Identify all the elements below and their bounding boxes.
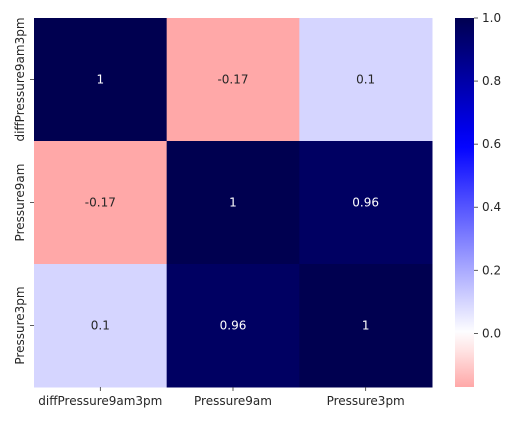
- cell-value-label: 1: [362, 319, 370, 333]
- cell-value-label: -0.17: [217, 73, 248, 87]
- cell-value-label: 1: [97, 73, 105, 87]
- cell-value-label: 0.1: [91, 319, 110, 333]
- colorbar-tick-label: 0.4: [482, 200, 501, 214]
- x-tick-label: Pressure3pm: [327, 394, 405, 408]
- colorbar: 0.0 0.2 0.4 0.6 0.8 1.0: [455, 11, 501, 387]
- colorbar-tick-label: 1.0: [482, 11, 501, 25]
- colorbar-tick-label: 0.2: [482, 263, 501, 277]
- colorbar-tick-label: 0.6: [482, 137, 501, 151]
- y-tick-label: diffPressure9am3pm: [13, 17, 27, 141]
- colorbar-tick-label: 0.0: [482, 326, 501, 340]
- x-tick-label: Pressure9am: [194, 394, 272, 408]
- heatmap-cell: [166, 264, 300, 388]
- heatmap-cell: [299, 141, 433, 265]
- colorbar-gradient: [455, 18, 474, 387]
- y-tick-label: Pressure9am: [13, 164, 27, 242]
- heatmap-cell: [34, 141, 168, 265]
- heatmap-cell: [34, 264, 168, 388]
- cell-value-label: 1: [229, 196, 237, 210]
- y-tick-label: Pressure3pm: [13, 286, 27, 364]
- cell-value-label: 0.96: [352, 196, 379, 210]
- heatmap-cell: [299, 264, 433, 388]
- x-tick-label: diffPressure9am3pm: [38, 394, 162, 408]
- cell-annotations: 1 -0.17 0.1 -0.17 1 0.96 0.1 0.96 1: [85, 73, 379, 333]
- colorbar-tick-label: 0.8: [482, 74, 501, 88]
- cell-value-label: 0.1: [356, 73, 375, 87]
- y-axis: diffPressure9am3pm Pressure9am Pressure3pm: [13, 17, 34, 365]
- cell-value-label: 0.96: [220, 319, 247, 333]
- heatmap-cell: [299, 18, 433, 142]
- x-axis: diffPressure9am3pm Pressure9am Pressure3pm: [38, 387, 405, 408]
- heatmap-cell: [166, 141, 300, 265]
- cell-value-label: -0.17: [85, 196, 116, 210]
- heatmap-cell: [34, 18, 168, 142]
- heatmap-cell: [166, 18, 300, 142]
- heatmap-cells: [34, 18, 433, 388]
